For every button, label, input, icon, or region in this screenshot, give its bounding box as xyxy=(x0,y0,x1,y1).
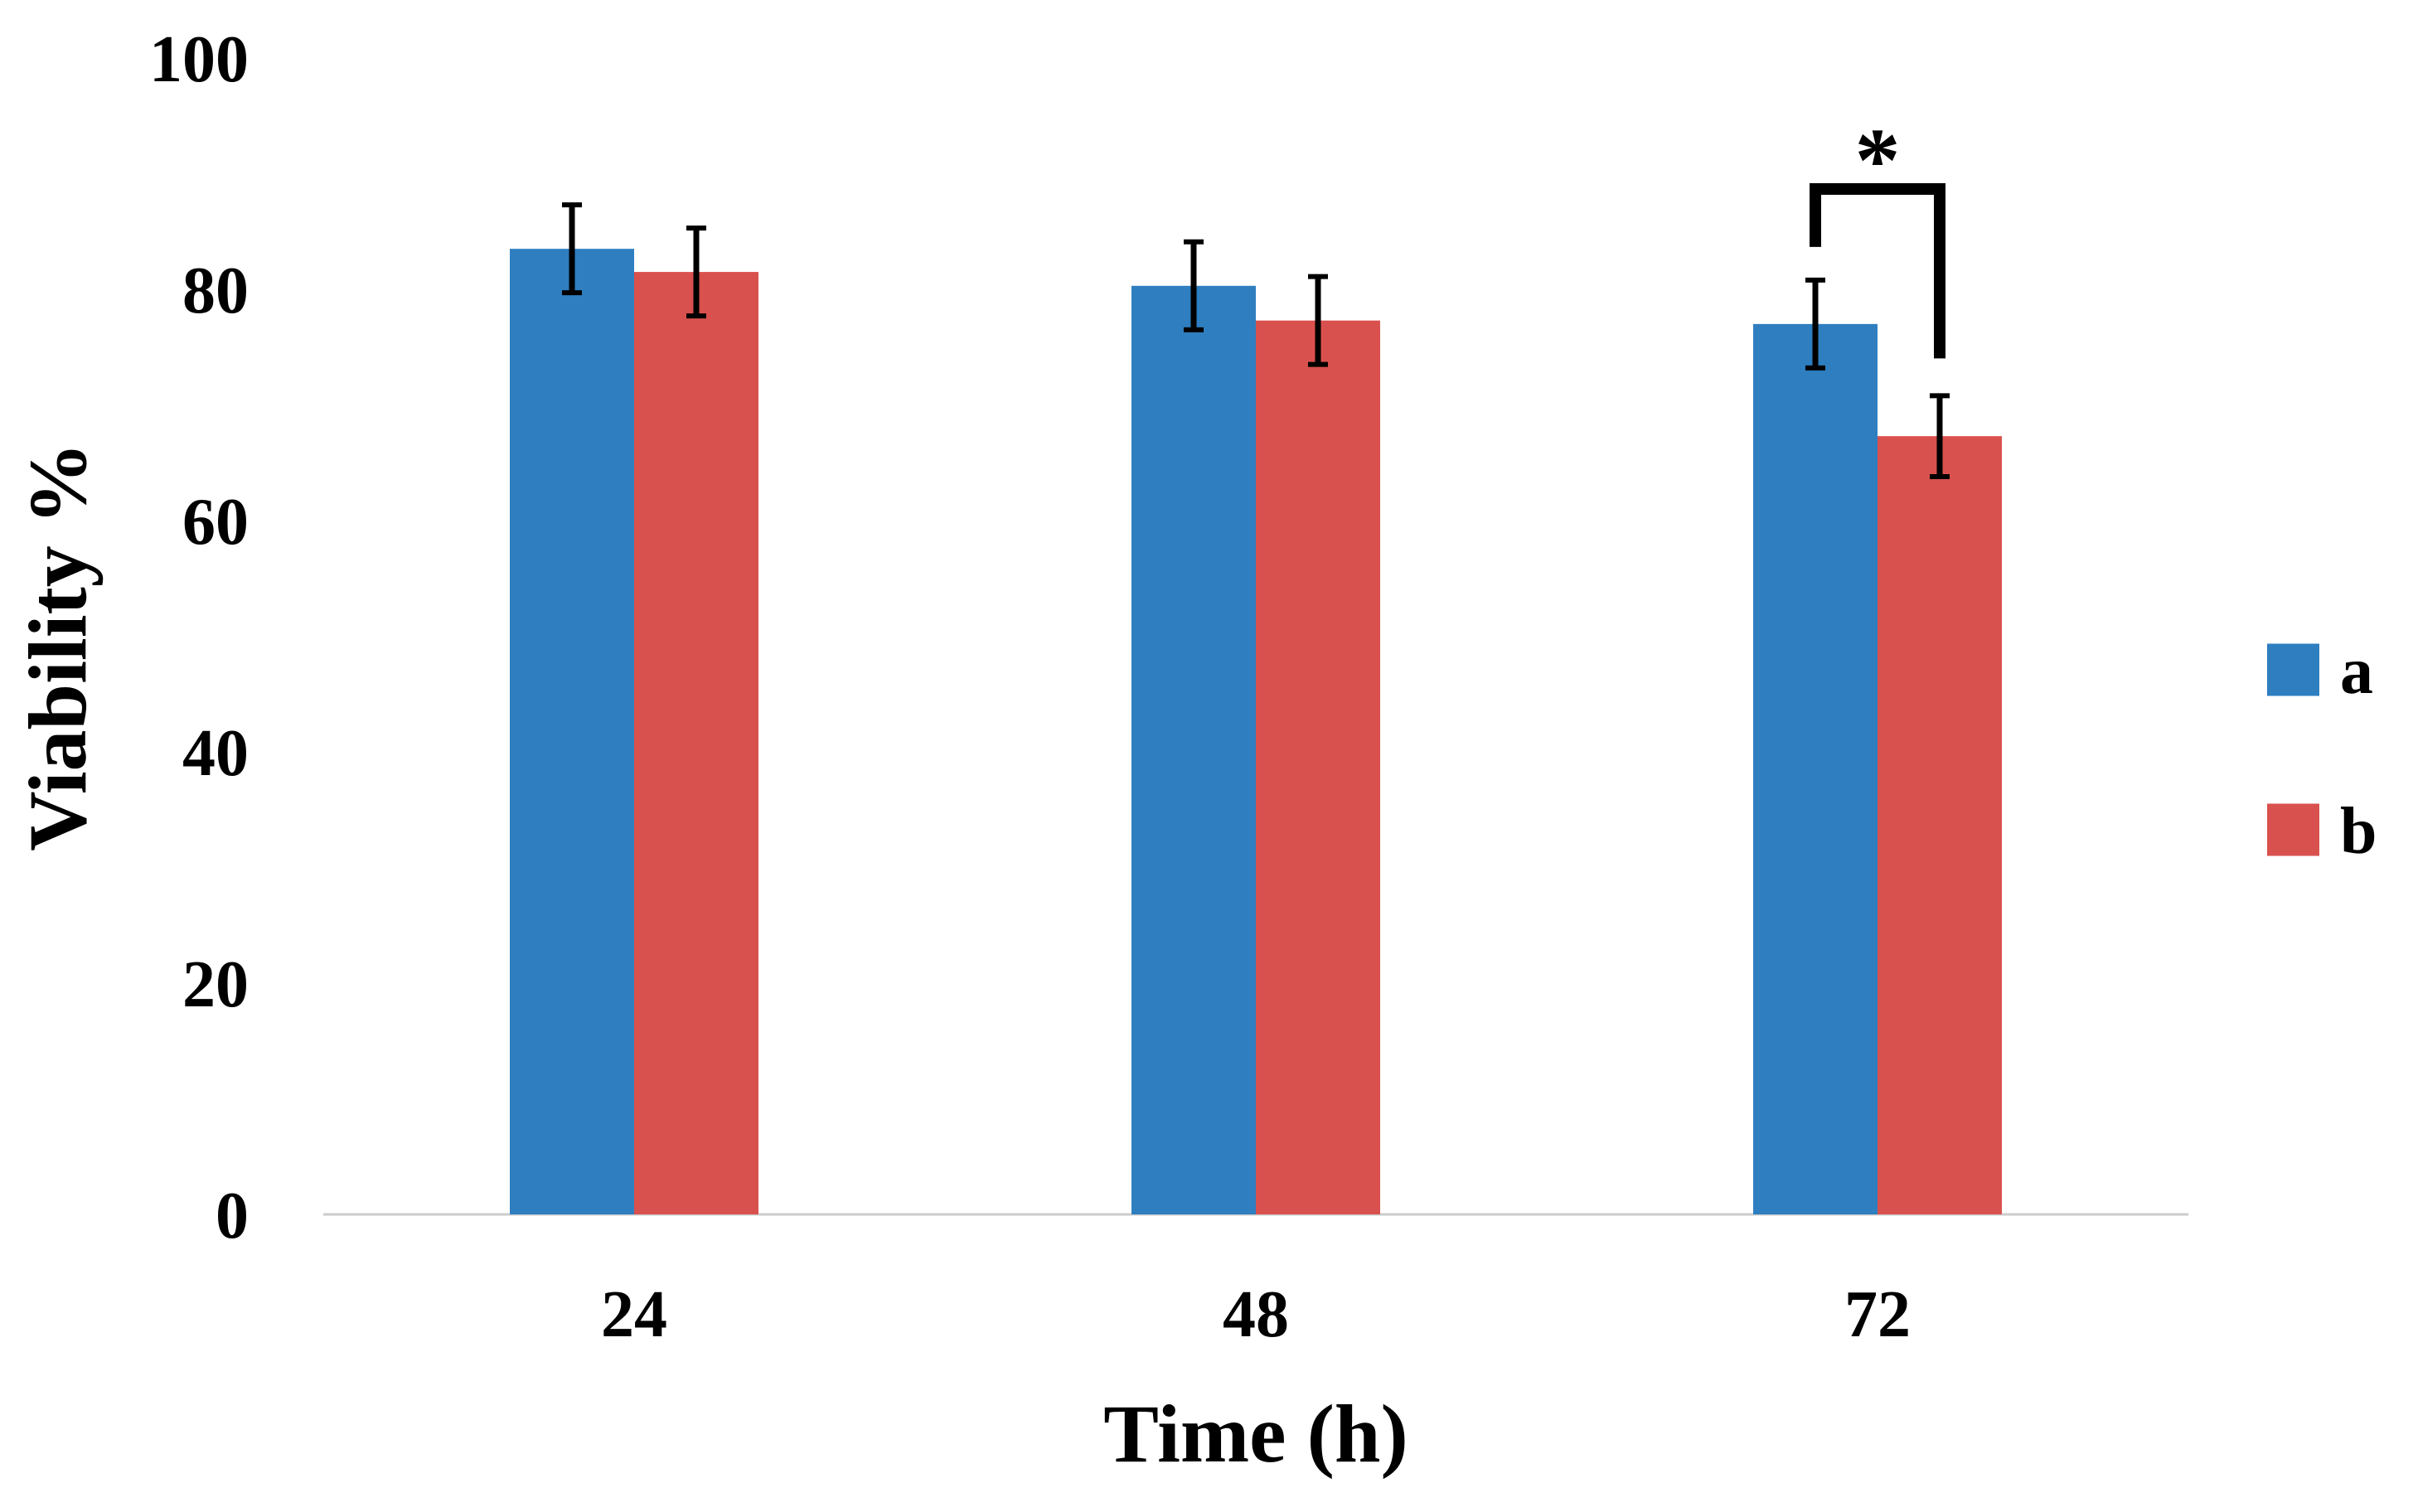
legend-label-a: a xyxy=(2340,635,2373,708)
significance-annotation: * xyxy=(1810,109,1945,359)
bar-a-72 xyxy=(1753,323,1878,1215)
significance-bracket xyxy=(1810,183,1945,359)
bar-a-48 xyxy=(1131,285,1256,1215)
x-axis-title: Time (h) xyxy=(1103,1388,1408,1480)
y-tick-label: 100 xyxy=(149,23,249,96)
error-bars xyxy=(562,202,1950,479)
bar-a-24 xyxy=(510,249,634,1214)
y-axis-ticks: 0 20 40 60 80 100 xyxy=(149,23,249,1253)
y-tick-label: 80 xyxy=(182,254,249,327)
legend-swatch-b xyxy=(2267,803,2319,856)
significance-star: * xyxy=(1855,109,1901,211)
y-tick-label: 20 xyxy=(182,948,249,1021)
legend-swatch-a xyxy=(2267,643,2319,696)
x-tick-label: 72 xyxy=(1844,1278,1911,1351)
x-tick-label: 24 xyxy=(601,1278,667,1351)
x-tick-label: 48 xyxy=(1223,1278,1289,1351)
y-axis-title: Viability % xyxy=(12,442,104,851)
bar-b-48 xyxy=(1256,320,1380,1214)
bar-b-24 xyxy=(634,272,758,1215)
x-axis-ticks: 24 48 72 xyxy=(601,1278,1911,1351)
y-tick-label: 60 xyxy=(182,486,249,559)
bars xyxy=(510,249,2002,1215)
y-tick-label: 40 xyxy=(182,717,249,790)
y-tick-label: 0 xyxy=(216,1180,249,1253)
legend-label-b: b xyxy=(2340,795,2377,868)
legend: ab xyxy=(2267,635,2377,868)
bar-b-72 xyxy=(1878,436,2002,1214)
